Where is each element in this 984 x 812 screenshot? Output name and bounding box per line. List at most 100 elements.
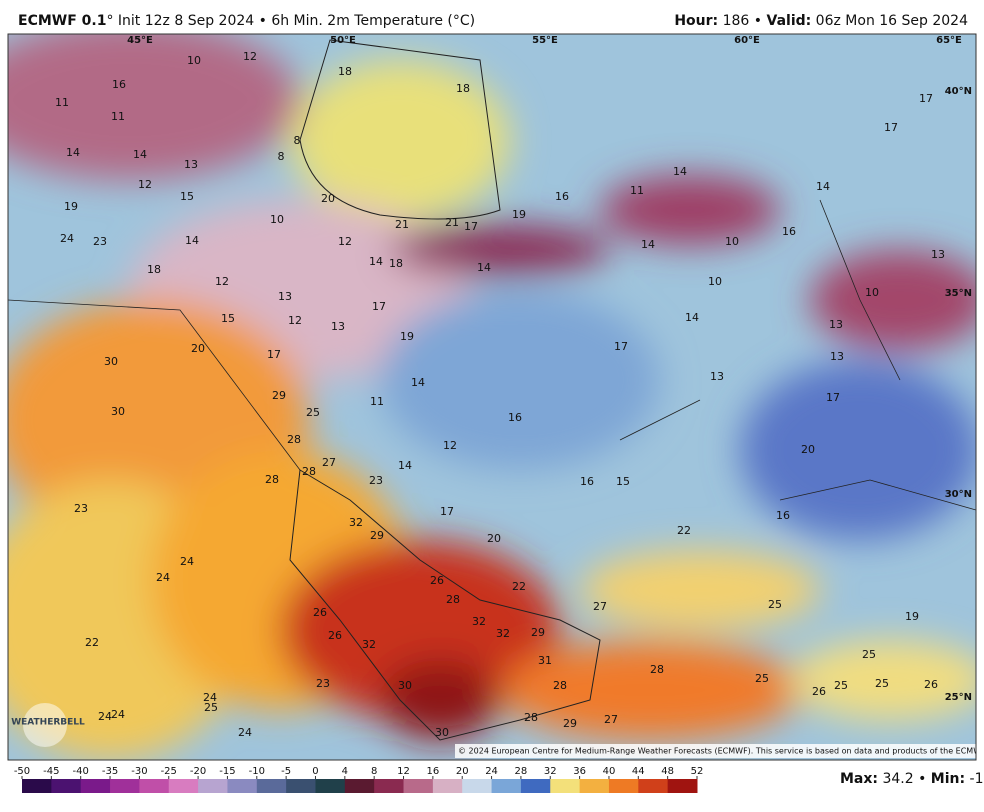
temperature-label: 25 (834, 679, 848, 692)
temperature-label: 24 (156, 571, 170, 584)
coastline (299, 39, 501, 220)
colorbar-tick-label: 4 (342, 766, 348, 777)
colorbar-tick-label: 32 (544, 766, 557, 777)
colorbar-tick-label: 20 (456, 766, 469, 777)
colorbar-segment (22, 779, 52, 793)
temperature-label: 16 (580, 475, 594, 488)
colorbar-segment (315, 779, 346, 793)
temperature-label: 24 (60, 232, 74, 245)
temperature-label: 12 (215, 275, 229, 288)
temperature-label: 23 (369, 474, 383, 487)
temperature-label: 22 (85, 636, 99, 649)
temperature-label: 18 (147, 263, 161, 276)
logo-badge (23, 703, 67, 747)
temperature-label: 24 (111, 708, 125, 721)
temperature-label: 27 (604, 713, 618, 726)
temperature-label: 20 (191, 342, 205, 355)
temperature-label: 25 (768, 598, 782, 611)
colorbar-segment (579, 779, 610, 793)
colorbar-tick-label: -40 (73, 766, 89, 777)
temperature-label: 26 (924, 678, 938, 691)
temperature-label: 23 (74, 502, 88, 515)
temperature-label: 21 (445, 216, 459, 229)
latitude-label: 40°N (945, 86, 972, 97)
temperature-label: 29 (563, 717, 577, 730)
colorbar-tick-label: 24 (485, 766, 498, 777)
temperature-label: 12 (288, 314, 302, 327)
valid-label: Valid: (767, 13, 812, 29)
colorbar-segment (286, 779, 316, 793)
colorbar-segment (374, 779, 405, 793)
temperature-label: 19 (400, 330, 414, 343)
colorbar-tick-label: 40 (603, 766, 616, 777)
colorbar-segment (638, 779, 669, 793)
temperature-label: 25 (755, 672, 769, 685)
temperature-label: 25 (204, 701, 218, 714)
colorbar-tick-label: -5 (281, 766, 291, 777)
temperature-label: 27 (593, 600, 607, 613)
temperature-label: 28 (287, 433, 301, 446)
temperature-label: 25 (306, 406, 320, 419)
colorbar-tick-label: -45 (43, 766, 59, 777)
colorbar-segment (608, 779, 639, 793)
colorbar-segment (344, 779, 375, 793)
colorbar-tick-label: 52 (691, 766, 704, 777)
temperature-label: 28 (302, 465, 316, 478)
temperature-label: 12 (338, 235, 352, 248)
temperature-label: 17 (614, 340, 628, 353)
temperature-label: 18 (456, 82, 470, 95)
temperature-label: 8 (294, 134, 301, 147)
title-rest: ° Init 12z 8 Sep 2024 • 6h Min. 2m Tempe… (106, 13, 475, 29)
temperature-label: 26 (313, 606, 327, 619)
temperature-label: 14 (641, 238, 655, 251)
colorbar-tick-label: -10 (249, 766, 265, 777)
temperature-label: 23 (93, 235, 107, 248)
temperature-label: 25 (875, 677, 889, 690)
temperature-label: 17 (440, 505, 454, 518)
colorbar-segment (432, 779, 463, 793)
colorbar-tick-label: -30 (131, 766, 147, 777)
temperature-label: 13 (184, 158, 198, 171)
temperature-label: 21 (395, 218, 409, 231)
temperature-label: 12 (443, 439, 457, 452)
temperature-label: 16 (776, 509, 790, 522)
colorbar-tick-label: 8 (371, 766, 377, 777)
title-bold: ECMWF 0.1 (18, 13, 106, 29)
temperature-label: 11 (55, 96, 69, 109)
colorbar-segment (403, 779, 434, 793)
temperature-field (8, 34, 976, 760)
map-frame (7, 33, 977, 761)
temperature-label: 19 (512, 208, 526, 221)
temperature-label: 17 (372, 300, 386, 313)
colorbar-segment (550, 779, 581, 793)
colorbar-tick-label: 12 (397, 766, 410, 777)
temperature-label: 10 (725, 235, 739, 248)
temperature-label: 17 (464, 220, 478, 233)
title: ECMWF 0.1° Init 12z 8 Sep 2024 • 6h Min.… (18, 13, 475, 29)
logo: WEATHERBELL (11, 718, 85, 728)
temperature-label: 14 (398, 459, 412, 472)
temperature-label: 13 (710, 370, 724, 383)
temperature-label: 31 (538, 654, 552, 667)
temperature-label: 28 (446, 593, 460, 606)
colorbar-tick-label: 48 (661, 766, 674, 777)
longitude-label: 65°E (936, 35, 962, 46)
temperature-label: 28 (524, 711, 538, 724)
temperature-label: 17 (267, 348, 281, 361)
min-value: -1.1 (965, 771, 984, 787)
temperature-label: 11 (630, 184, 644, 197)
temperature-label: 22 (512, 580, 526, 593)
temperature-label: 29 (272, 389, 286, 402)
temperature-label: 17 (826, 391, 840, 404)
colorbar-segment (168, 779, 199, 793)
colorbar-segment (110, 779, 140, 793)
colorbar-segment (520, 779, 551, 793)
valid-value: 06z Mon 16 Sep 2024 (811, 13, 968, 29)
temperature-label: 30 (435, 726, 449, 739)
valid-info: Hour: 186 • Valid: 06z Mon 16 Sep 2024 (674, 13, 968, 29)
temperature-label: 8 (278, 150, 285, 163)
min-label: Min: (931, 771, 965, 787)
colorbar-tick-label: 16 (427, 766, 440, 777)
temperature-label: 29 (370, 529, 384, 542)
colorbar-segment (198, 779, 228, 793)
